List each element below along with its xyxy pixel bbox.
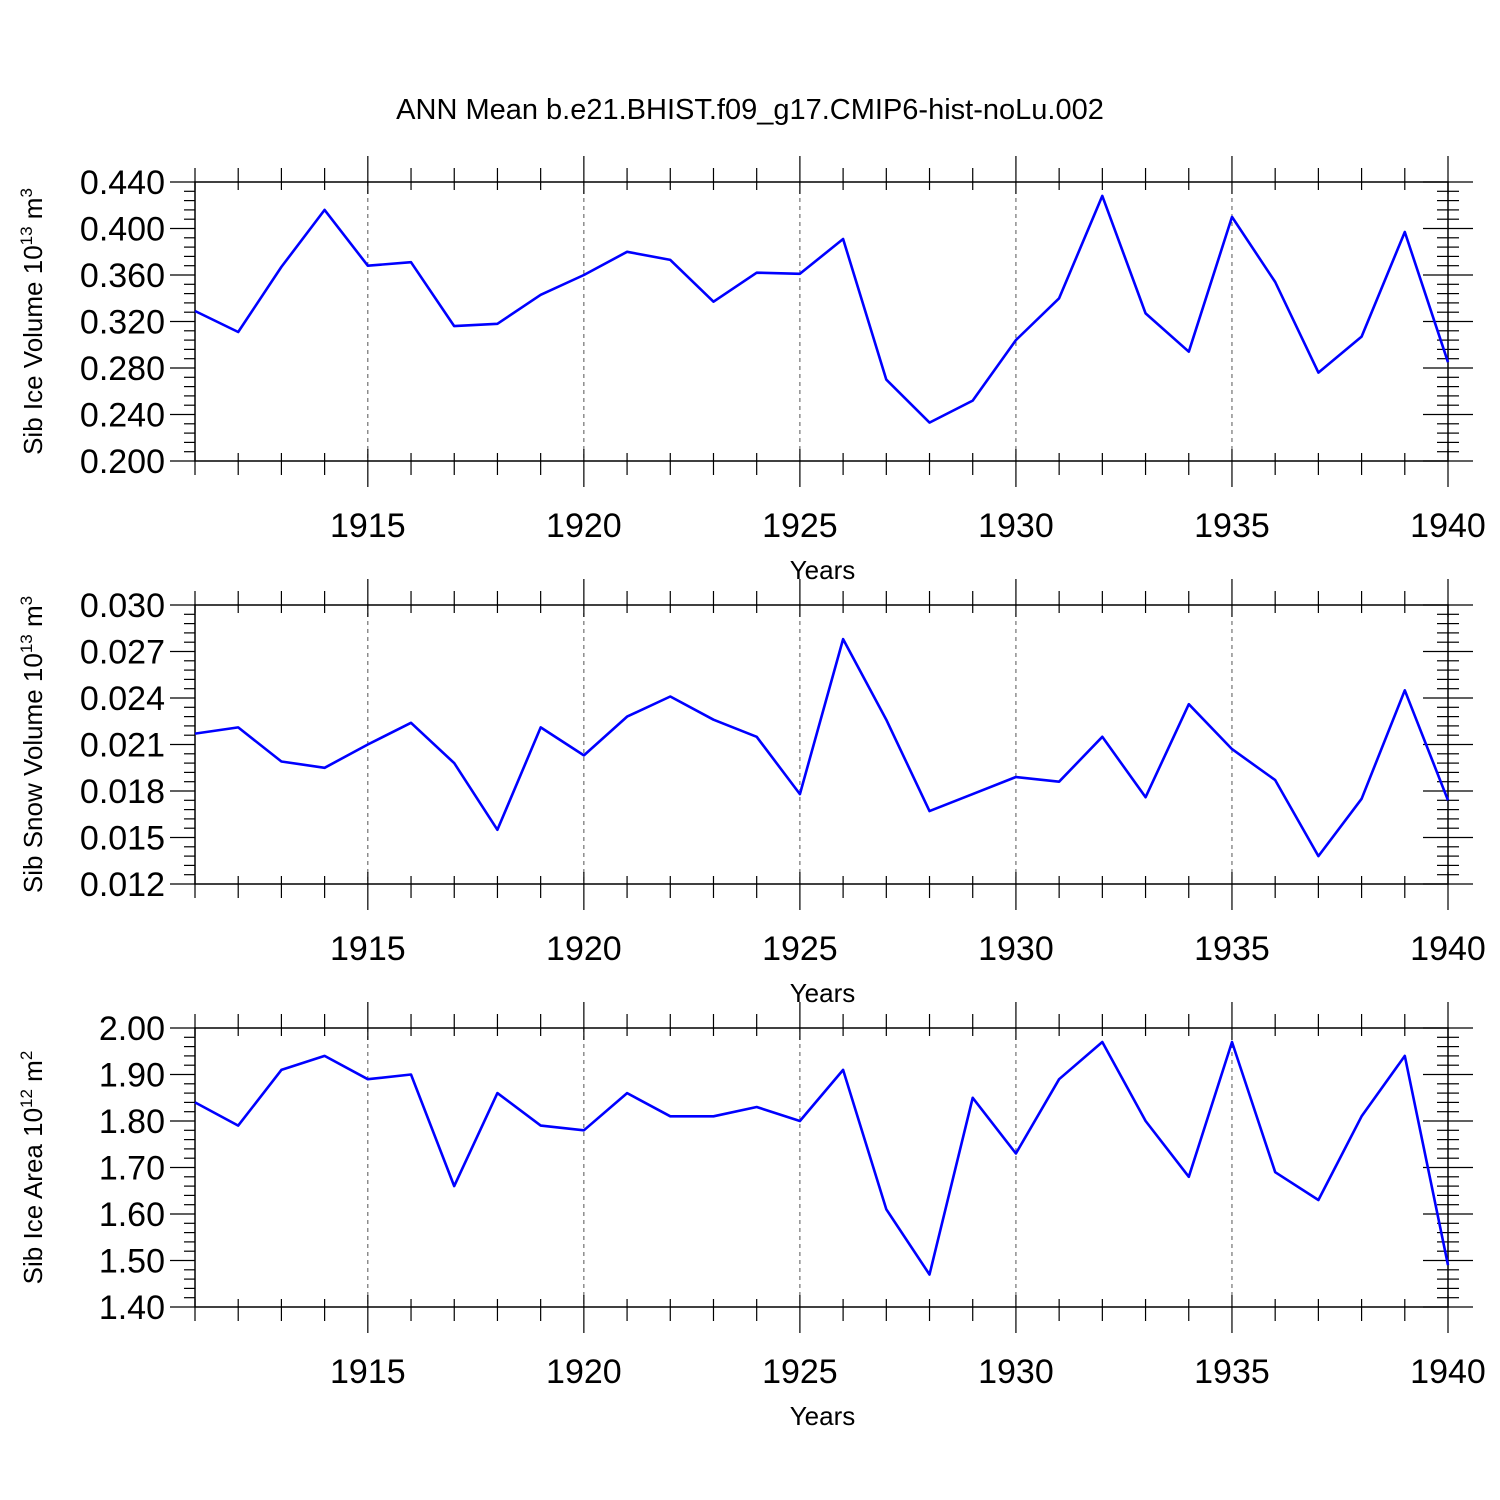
snow-volume-series-line xyxy=(194,637,1450,858)
snow-volume-x-tick-label: 1940 xyxy=(1410,930,1486,968)
snow-volume-x-tick-label: 1930 xyxy=(978,930,1054,968)
snow-volume-y-tick-label: 0.018 xyxy=(80,773,165,811)
ice-area-x-tick-label: 1920 xyxy=(546,1353,622,1391)
ice-area-y-title-unit-exponent: 2 xyxy=(17,1051,36,1060)
ice-area-series-line xyxy=(194,1040,1450,1276)
ice-area-y-title-text: Sib Ice Area 10 xyxy=(18,1108,48,1284)
ice-volume-y-tick-label: 0.200 xyxy=(80,443,165,481)
ice-area-y-tick-label: 1.80 xyxy=(99,1103,165,1141)
ice-area-y-tick-label: 2.00 xyxy=(99,1010,165,1048)
snow-volume-y-title-unit-exponent: 3 xyxy=(17,596,36,605)
ice-volume-plot-frame xyxy=(194,181,1449,462)
ice-area-x-tick-label: 1915 xyxy=(330,1353,406,1391)
snow-volume-y-title-exponent: 13 xyxy=(17,634,36,653)
snow-volume-y-axis-title: Sib Snow Volume 1013 m3 xyxy=(17,596,48,893)
ice-volume-y-title-exponent: 13 xyxy=(17,226,36,245)
snow-volume-y-title-text: Sib Snow Volume 10 xyxy=(18,653,48,893)
ice-volume-series-line xyxy=(194,194,1450,424)
ice-volume-x-tick-label: 1935 xyxy=(1194,507,1270,545)
ice-volume-y-title-unit-exponent: 3 xyxy=(17,188,36,197)
ice-volume-y-title-text: Sib Ice Volume 10 xyxy=(18,245,48,455)
ice-volume-y-title-unit: m xyxy=(18,198,48,227)
snow-volume-x-axis-title: Years xyxy=(790,978,856,1008)
snow-volume-y-tick-label: 0.012 xyxy=(80,866,165,904)
ice-area-y-tick-label: 1.70 xyxy=(99,1150,165,1188)
snow-volume-y-title-unit: m xyxy=(18,605,48,634)
snow-volume-x-tick-label: 1935 xyxy=(1194,930,1270,968)
snow-volume-panel: 0.012 0.015 0.018 0.021 0.024 0.027 0.030 1915 1… xyxy=(17,579,1486,1008)
ice-volume-y-tick-label: 0.440 xyxy=(80,164,165,202)
ice-volume-x-tick-label: 1925 xyxy=(762,507,838,545)
ice-volume-x-tick-label: 1940 xyxy=(1410,507,1486,545)
ice-volume-y-tick-label: 0.360 xyxy=(80,257,165,295)
snow-volume-y-tick-label: 0.015 xyxy=(80,820,165,858)
ice-area-x-tick-label: 1930 xyxy=(978,1353,1054,1391)
ice-area-y-tick-label: 1.50 xyxy=(99,1243,165,1281)
snow-volume-y-tick-label: 0.024 xyxy=(80,680,165,718)
ice-volume-y-tick-label: 0.240 xyxy=(80,397,165,435)
snow-volume-x-tick-label: 1915 xyxy=(330,930,406,968)
chart-title: ANN Mean b.e21.BHIST.f09_g17.CMIP6-hist-… xyxy=(396,94,1104,126)
snow-volume-x-tick-label: 1925 xyxy=(762,930,838,968)
ice-volume-y-tick-label: 0.280 xyxy=(80,350,165,388)
ice-area-y-tick-label: 1.90 xyxy=(99,1057,165,1095)
ice-area-x-tick-label: 1940 xyxy=(1410,1353,1486,1391)
snow-volume-y-tick-label: 0.027 xyxy=(80,634,165,672)
snow-volume-y-tick-label: 0.030 xyxy=(80,587,165,625)
ice-volume-x-tick-label: 1915 xyxy=(330,507,406,545)
ice-volume-y-tick-label: 0.320 xyxy=(80,304,165,342)
ice-area-x-axis-title: Years xyxy=(790,1401,856,1431)
ice-area-x-tick-label: 1925 xyxy=(762,1353,838,1391)
snow-volume-y-tick-label: 0.021 xyxy=(80,727,165,765)
ice-area-y-tick-label: 1.40 xyxy=(99,1289,165,1327)
ice-volume-x-axis-title: Years xyxy=(790,555,856,585)
ice-area-x-tick-label: 1935 xyxy=(1194,1353,1270,1391)
ice-area-y-axis-title: Sib Ice Area 1012 m2 xyxy=(17,1051,48,1285)
ice-volume-x-tick-label: 1930 xyxy=(978,507,1054,545)
ice-area-y-title-unit: m xyxy=(18,1060,48,1089)
ice-volume-x-tick-label: 1920 xyxy=(546,507,622,545)
ice-volume-y-tick-label: 0.400 xyxy=(80,211,165,249)
ice-volume-panel: 0.200 0.240 0.280 0.320 0.360 0.400 0.440 1915 1… xyxy=(17,156,1486,585)
snow-volume-plot-frame xyxy=(194,604,1449,885)
ice-area-plot-frame xyxy=(194,1027,1449,1308)
snow-volume-x-tick-label: 1920 xyxy=(546,930,622,968)
ice-volume-y-axis-title: Sib Ice Volume 1013 m3 xyxy=(17,188,48,455)
ice-area-panel: 1.40 1.50 1.60 1.70 1.80 1.90 2.00 1915 1920 1925… xyxy=(17,1002,1486,1431)
ice-area-y-title-exponent: 12 xyxy=(17,1089,36,1108)
ice-area-y-tick-label: 1.60 xyxy=(99,1196,165,1234)
